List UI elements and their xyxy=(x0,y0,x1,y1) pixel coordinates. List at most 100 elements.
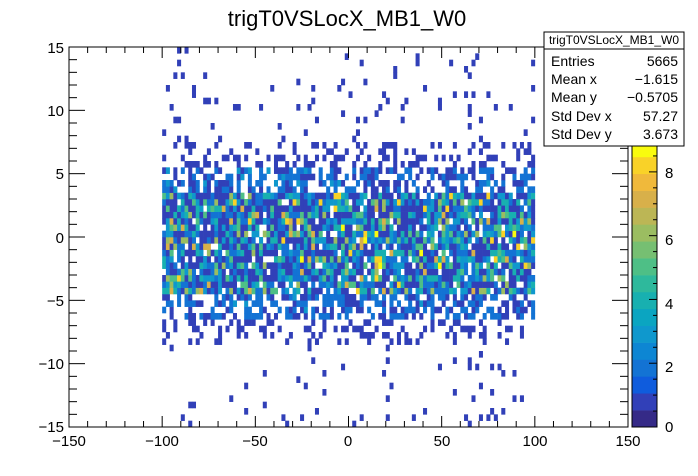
heatmap-cell xyxy=(374,281,379,288)
heatmap-cell xyxy=(385,199,390,206)
heatmap-cell xyxy=(285,192,290,200)
heatmap-cell xyxy=(191,319,197,326)
heatmap-cell xyxy=(203,275,208,282)
heatmap-cell xyxy=(523,237,528,244)
heatmap-cell xyxy=(445,332,450,339)
heatmap-cell xyxy=(191,205,197,212)
heatmap-cell xyxy=(355,199,360,206)
heatmap-cell xyxy=(236,205,241,212)
heatmap-cell xyxy=(374,262,379,269)
heatmap-cell xyxy=(251,186,256,193)
heatmap-cell xyxy=(396,243,401,250)
heatmap-cell xyxy=(471,91,476,98)
heatmap-cell xyxy=(396,186,401,193)
heatmap-cell xyxy=(464,205,469,212)
heatmap-cell xyxy=(404,148,409,155)
heatmap-cell xyxy=(434,205,439,212)
heatmap-cell xyxy=(221,281,226,288)
heatmap-cell xyxy=(300,268,305,276)
heatmap-cell xyxy=(255,281,260,288)
heatmap-cell xyxy=(359,224,364,231)
heatmap-cell xyxy=(434,268,439,276)
heatmap-cell xyxy=(430,262,435,269)
heatmap-cell xyxy=(363,167,368,174)
heatmap-cell xyxy=(322,319,327,326)
heatmap-cell xyxy=(247,142,252,149)
heatmap-cell xyxy=(423,262,428,269)
heatmap-cell xyxy=(173,142,178,149)
heatmap-cell xyxy=(296,205,301,212)
heatmap-cell xyxy=(341,262,346,269)
heatmap-cell xyxy=(333,237,338,244)
heatmap-cell xyxy=(240,199,245,206)
heatmap-cell xyxy=(273,300,278,307)
heatmap-cell xyxy=(326,173,331,181)
heatmap-cell xyxy=(273,243,278,250)
heatmap-cell xyxy=(505,211,510,219)
heatmap-cell xyxy=(199,237,204,244)
heatmap-cell xyxy=(281,211,286,219)
heatmap-cell xyxy=(191,173,197,181)
heatmap-cell xyxy=(486,218,491,225)
heatmap-cell xyxy=(221,199,226,206)
heatmap-cell xyxy=(512,306,517,314)
heatmap-cell xyxy=(367,268,372,276)
colorbar-tick-label: 2 xyxy=(665,359,673,376)
heatmap-cell xyxy=(445,313,450,320)
heatmap-cell xyxy=(195,224,200,231)
heatmap-cell xyxy=(482,199,487,206)
heatmap-cell xyxy=(363,275,368,282)
heatmap-cell xyxy=(303,287,308,295)
heatmap-cell xyxy=(471,167,476,174)
heatmap-cell xyxy=(478,116,483,124)
heatmap-cell xyxy=(288,313,293,320)
heatmap-cell xyxy=(396,211,401,219)
heatmap-cell xyxy=(169,313,174,320)
heatmap-cell xyxy=(475,294,480,301)
heatmap-cell xyxy=(363,224,368,231)
heatmap-cell xyxy=(195,230,200,238)
heatmap-cell xyxy=(259,186,264,193)
heatmap-cell xyxy=(236,332,241,339)
heatmap-cell xyxy=(281,268,286,276)
heatmap-cell xyxy=(408,192,413,200)
heatmap-cell xyxy=(408,287,413,295)
heatmap-cell xyxy=(326,148,331,155)
heatmap-cell xyxy=(464,218,469,225)
heatmap-cell xyxy=(445,256,450,263)
heatmap-cell xyxy=(232,243,237,250)
heatmap-cell xyxy=(214,218,219,225)
heatmap-cell xyxy=(218,313,223,320)
heatmap-cell xyxy=(411,161,416,168)
heatmap-cell xyxy=(374,186,379,193)
heatmap-cell xyxy=(251,249,256,257)
heatmap-cell xyxy=(460,192,465,200)
heatmap-cell xyxy=(527,237,532,244)
heatmap-cell xyxy=(259,294,264,301)
heatmap-cell xyxy=(352,243,357,250)
heatmap-cell xyxy=(482,275,487,282)
heatmap-cell xyxy=(400,161,405,168)
heatmap-cell xyxy=(303,180,308,187)
heatmap-cell xyxy=(359,243,364,250)
heatmap-cell xyxy=(411,199,416,206)
heatmap-cell xyxy=(508,104,513,111)
heatmap-cell xyxy=(519,173,524,181)
heatmap-cell xyxy=(400,325,405,333)
heatmap-cell xyxy=(214,275,219,282)
heatmap-cell xyxy=(359,148,364,155)
heatmap-cell xyxy=(490,199,495,206)
heatmap-cell xyxy=(214,161,219,168)
heatmap-cell xyxy=(419,167,424,174)
heatmap-cell xyxy=(411,275,416,282)
heatmap-cell xyxy=(393,148,398,155)
heatmap-cell xyxy=(456,218,461,225)
heatmap-cell xyxy=(512,275,517,282)
heatmap-cell xyxy=(296,237,301,244)
heatmap-cell xyxy=(452,205,457,212)
heatmap-cell xyxy=(296,275,301,282)
heatmap-cell xyxy=(434,199,439,206)
heatmap-cell xyxy=(206,173,211,181)
heatmap-cell xyxy=(169,306,174,314)
heatmap-cell xyxy=(169,262,174,269)
